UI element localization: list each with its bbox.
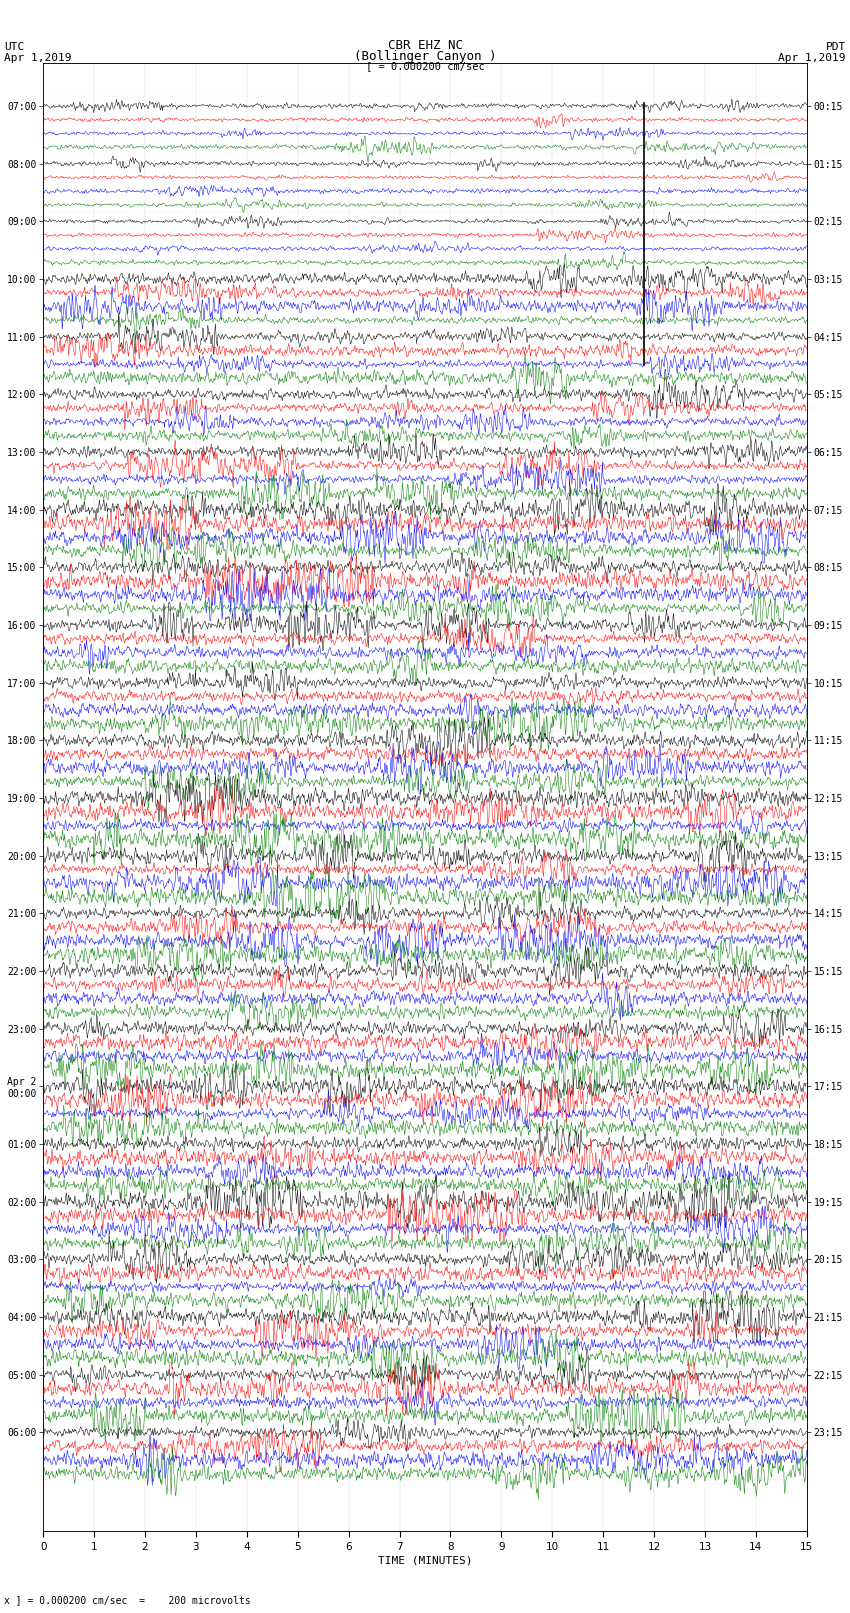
Text: CBR EHZ NC: CBR EHZ NC <box>388 39 462 52</box>
X-axis label: TIME (MINUTES): TIME (MINUTES) <box>377 1555 473 1566</box>
Text: Apr 1,2019: Apr 1,2019 <box>4 53 71 63</box>
Text: (Bollinger Canyon ): (Bollinger Canyon ) <box>354 50 496 63</box>
Text: UTC: UTC <box>4 42 25 52</box>
Text: PDT: PDT <box>825 42 846 52</box>
Text: x ] = 0.000200 cm/sec  =    200 microvolts: x ] = 0.000200 cm/sec = 200 microvolts <box>4 1595 251 1605</box>
Text: Apr 1,2019: Apr 1,2019 <box>779 53 846 63</box>
Text: [ = 0.000200 cm/sec: [ = 0.000200 cm/sec <box>366 61 484 71</box>
